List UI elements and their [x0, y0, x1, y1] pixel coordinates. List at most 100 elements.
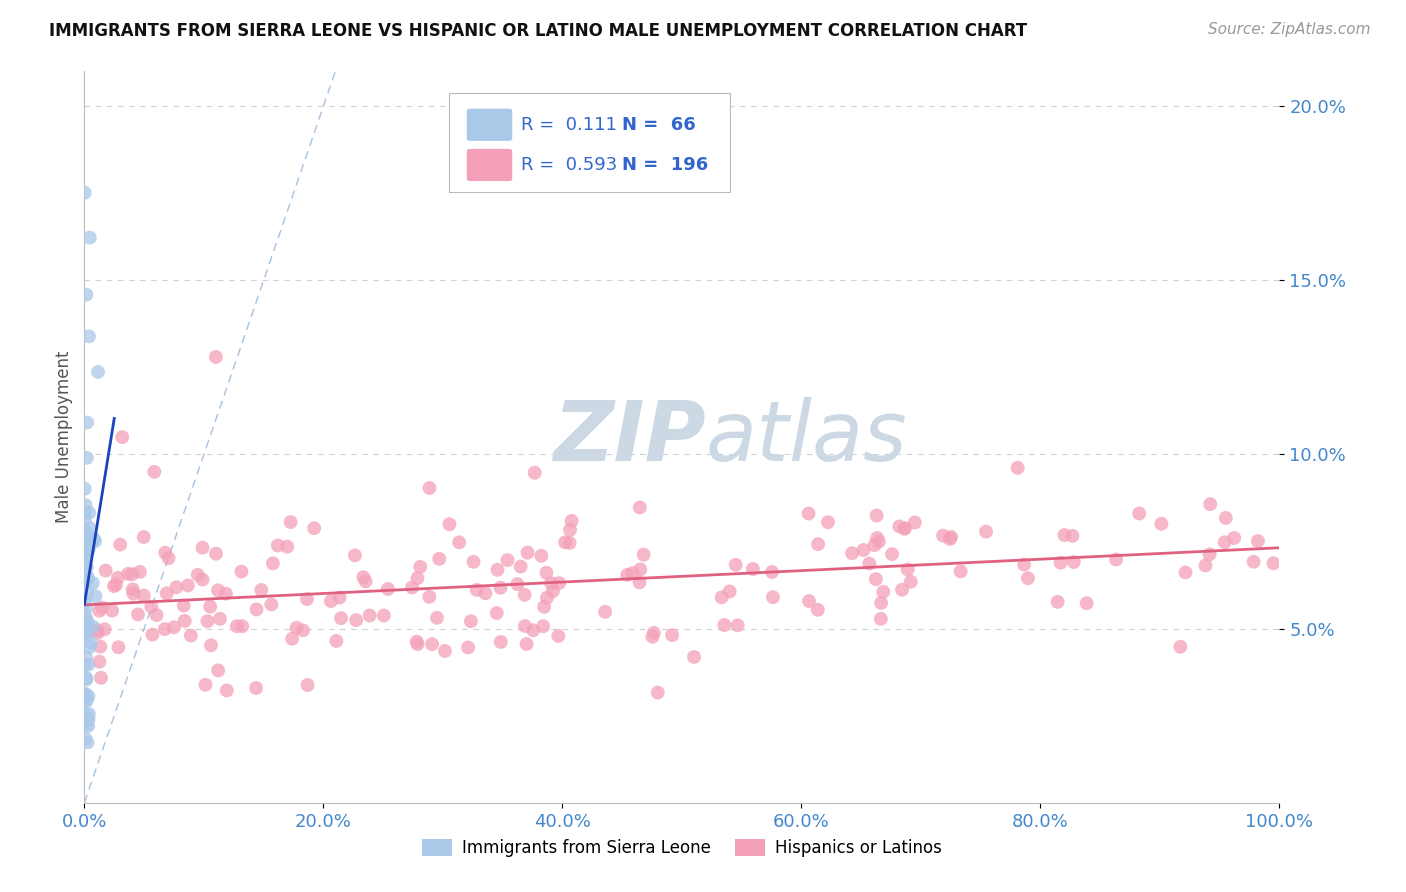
Point	[547, 629, 569, 643]
Point	[359, 608, 381, 623]
Point	[807, 603, 830, 617]
Point	[628, 575, 651, 590]
Text: IMMIGRANTS FROM SIERRA LEONE VS HISPANIC OR LATINO MALE UNEMPLOYMENT CORRELATION: IMMIGRANTS FROM SIERRA LEONE VS HISPANIC…	[49, 22, 1028, 40]
Point	[73, 595, 96, 609]
Point	[1243, 555, 1265, 569]
Point	[1199, 497, 1222, 511]
Point	[302, 521, 325, 535]
Point	[628, 500, 651, 515]
Point	[75, 629, 97, 643]
Point	[352, 570, 374, 584]
Point	[75, 717, 97, 731]
Point	[79, 640, 101, 654]
Point	[156, 586, 179, 600]
Point	[427, 551, 450, 566]
Point	[101, 604, 124, 618]
Point	[77, 506, 100, 520]
Point	[80, 636, 103, 650]
Text: Source: ZipAtlas.com: Source: ZipAtlas.com	[1208, 22, 1371, 37]
Point	[281, 632, 304, 646]
Point	[75, 498, 97, 512]
Point	[868, 534, 890, 549]
Point	[852, 543, 875, 558]
Point	[107, 640, 129, 655]
Point	[79, 521, 101, 535]
FancyBboxPatch shape	[467, 149, 512, 181]
Point	[191, 541, 214, 555]
Point	[460, 614, 482, 628]
Point	[465, 582, 488, 597]
Point	[647, 685, 669, 699]
Point	[86, 626, 108, 640]
Legend: Immigrants from Sierra Leone, Hispanics or Latinos: Immigrants from Sierra Leone, Hispanics …	[415, 832, 949, 864]
Point	[531, 619, 554, 633]
Point	[540, 576, 562, 591]
Point	[297, 678, 319, 692]
Point	[165, 580, 187, 594]
Point	[262, 557, 284, 571]
Point	[215, 683, 238, 698]
Point	[194, 678, 217, 692]
Point	[616, 568, 638, 582]
Point	[643, 626, 665, 640]
Point	[89, 640, 111, 654]
Point	[76, 560, 98, 574]
Point	[1128, 507, 1150, 521]
Point	[76, 528, 98, 542]
Point	[117, 566, 139, 581]
Point	[628, 562, 651, 576]
Point	[872, 584, 894, 599]
Point	[328, 591, 350, 605]
Point	[83, 532, 105, 546]
Point	[76, 416, 98, 430]
Point	[103, 579, 125, 593]
Point	[73, 513, 96, 527]
Point	[891, 582, 914, 597]
Point	[1049, 556, 1071, 570]
Point	[205, 350, 228, 364]
Point	[250, 582, 273, 597]
Point	[177, 578, 200, 592]
Point	[76, 450, 98, 465]
Point	[173, 599, 195, 613]
Point	[1263, 556, 1285, 570]
Point	[76, 574, 98, 588]
Point	[73, 607, 96, 622]
Point	[858, 557, 880, 571]
Point	[75, 524, 97, 538]
Point	[77, 329, 100, 343]
Point	[108, 538, 131, 552]
Point	[76, 569, 98, 583]
Point	[661, 628, 683, 642]
Point	[373, 608, 395, 623]
Text: R =  0.111: R = 0.111	[520, 116, 616, 134]
Point	[516, 637, 538, 651]
Point	[207, 664, 229, 678]
Point	[91, 600, 114, 615]
Point	[866, 508, 889, 523]
Point	[77, 542, 100, 557]
Point	[330, 611, 353, 625]
Point	[260, 598, 283, 612]
Point	[207, 583, 229, 598]
Point	[73, 505, 96, 519]
Point	[439, 517, 461, 532]
Point	[121, 567, 143, 582]
Point	[75, 287, 97, 301]
Point	[76, 615, 98, 629]
Point	[865, 572, 887, 586]
Point	[489, 635, 512, 649]
Point	[409, 559, 432, 574]
Text: N =  196: N = 196	[623, 156, 709, 174]
Point	[79, 230, 101, 244]
Point	[82, 620, 104, 634]
Point	[73, 657, 96, 672]
Point	[75, 537, 97, 551]
Point	[75, 627, 97, 641]
Point	[200, 638, 222, 652]
Point	[1076, 596, 1098, 610]
Point	[889, 519, 911, 533]
Point	[90, 671, 112, 685]
Point	[267, 539, 290, 553]
Point	[132, 589, 155, 603]
